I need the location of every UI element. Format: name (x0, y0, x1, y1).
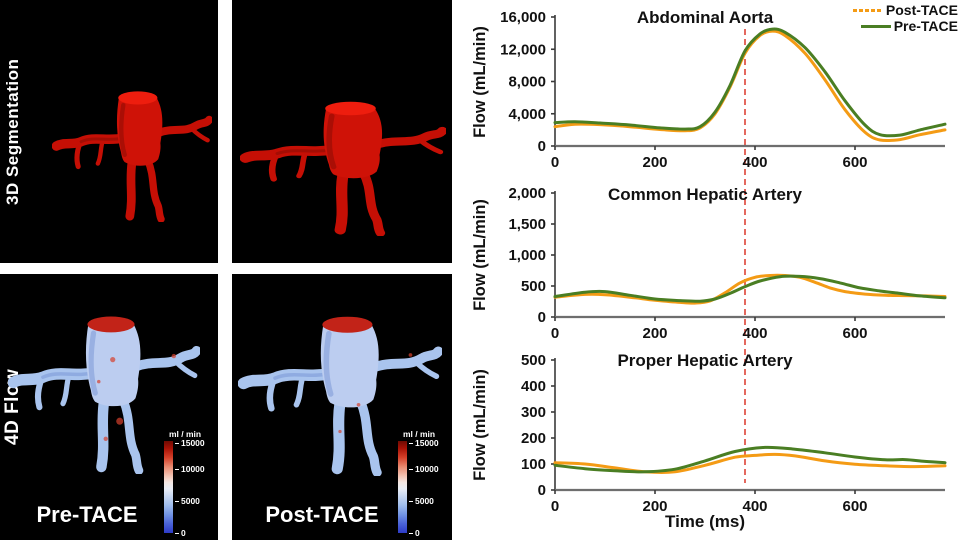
x-tick-label: 600 (842, 498, 867, 515)
colorbar-tick-10000: 10000 (409, 464, 439, 474)
x-tick-label: 400 (742, 154, 767, 171)
colorbar-title: ml / min (168, 429, 202, 439)
condition-label-post-tace: Post-TACE (265, 502, 379, 527)
y-axis-label-flow: Flow (mL/min) (471, 369, 489, 481)
colorbar-tick-5000: 5000 (409, 496, 434, 506)
chart-title-common-hepatic-artery: Common Hepatic Artery (608, 185, 802, 204)
y-tick-label: 400 (521, 378, 546, 395)
vessel-render-4dflow-post (238, 298, 442, 476)
y-tick-label: 12,000 (500, 41, 546, 58)
x-tick-label: 200 (642, 498, 667, 515)
panel-3d-segmentation-post-tace (232, 0, 452, 263)
colorbar-tick-10000: 10000 (175, 464, 205, 474)
x-tick-label: 600 (842, 154, 867, 171)
flow-colorbar: ml / min 15000 10000 5000 0 (391, 429, 447, 538)
y-tick-label: 500 (521, 278, 546, 295)
colorbar-tick-15000: 15000 (409, 438, 439, 448)
vessel-render-segmentation-pre (52, 76, 212, 222)
condition-label-pre-tace: Pre-TACE (36, 502, 138, 527)
colorbar-gradient (164, 441, 173, 533)
y-tick-label: 2,000 (508, 185, 546, 202)
legend-swatch-pre-tace (860, 24, 891, 28)
y-tick-label: 0 (538, 138, 546, 155)
y-tick-label: 1,000 (508, 247, 546, 264)
panel-4d-flow-pre-tace: 4D Flow Pre-TACE ml / min 15000 10000 50… (0, 274, 218, 540)
y-tick-label: 0 (538, 482, 546, 499)
x-tick-label: 400 (742, 325, 767, 342)
y-tick-label: 4,000 (508, 106, 546, 123)
y-axis-label-flow: Flow (mL/min) (471, 26, 489, 138)
colorbar-tick-5000: 5000 (175, 496, 200, 506)
flow-charts-region: 0 4,000 8,000 12,000 16,000 0 200 400 600 0 500 1,0… (455, 0, 960, 540)
x-tick-label: 400 (742, 498, 767, 515)
x-tick-label: 600 (842, 325, 867, 342)
series-line-pre-tace (553, 27, 947, 138)
legend-swatch-post-tace (852, 8, 883, 12)
y-tick-label: 8,000 (508, 74, 546, 91)
x-tick-label: 0 (551, 154, 559, 171)
series-line-pre-tace (553, 274, 947, 303)
x-tick-label: 200 (642, 154, 667, 171)
legend-label-post-tace: Post-TACE (885, 2, 958, 18)
series-line-post-tace (553, 273, 947, 305)
y-axis-label-flow: Flow (mL/min) (471, 199, 489, 311)
y-tick-label: 200 (521, 430, 546, 447)
panel-3d-segmentation-pre-tace: 3D Segmentation (0, 0, 218, 263)
x-tick-label: 0 (551, 325, 559, 342)
series-line-post-tace (553, 452, 947, 474)
chart-title-proper-hepatic-artery: Proper Hepatic Artery (617, 351, 793, 370)
panel-4d-flow-post-tace: Post-TACE ml / min 15000 10000 5000 0 (232, 274, 452, 540)
legend-label-pre-tace: Pre-TACE (893, 18, 958, 34)
chart-legend: Post-TACE Pre-TACE (852, 2, 958, 34)
series-line-pre-tace (553, 445, 947, 474)
flow-charts-svg: 0 4,000 8,000 12,000 16,000 0 200 400 600 0 500 1,0… (500, 9, 947, 515)
vessel-render-segmentation-post (240, 86, 446, 236)
x-axis-label-time: Time (ms) (665, 512, 745, 531)
x-tick-label: 200 (642, 325, 667, 342)
x-tick-label: 0 (551, 498, 559, 515)
colorbar-gradient (398, 441, 407, 533)
flow-colorbar: ml / min 15000 10000 5000 0 (157, 429, 213, 538)
legend-entry-pre-tace: Pre-TACE (853, 18, 958, 34)
y-tick-label: 16,000 (500, 9, 546, 26)
row-label-3d-segmentation: 3D Segmentation (3, 58, 22, 205)
y-tick-label: 500 (521, 352, 546, 369)
y-tick-label: 1,500 (508, 216, 546, 233)
y-tick-label: 300 (521, 404, 546, 421)
y-tick-label: 0 (538, 309, 546, 326)
colorbar-title: ml / min (402, 429, 436, 439)
colorbar-tick-15000: 15000 (175, 438, 205, 448)
chart-title-abdominal-aorta: Abdominal Aorta (636, 8, 774, 27)
legend-entry-post-tace: Post-TACE (852, 2, 958, 18)
colorbar-tick-0: 0 (175, 528, 186, 538)
colorbar-tick-0: 0 (409, 528, 420, 538)
vessel-render-4dflow-pre (8, 298, 200, 474)
y-tick-label: 100 (521, 456, 546, 473)
